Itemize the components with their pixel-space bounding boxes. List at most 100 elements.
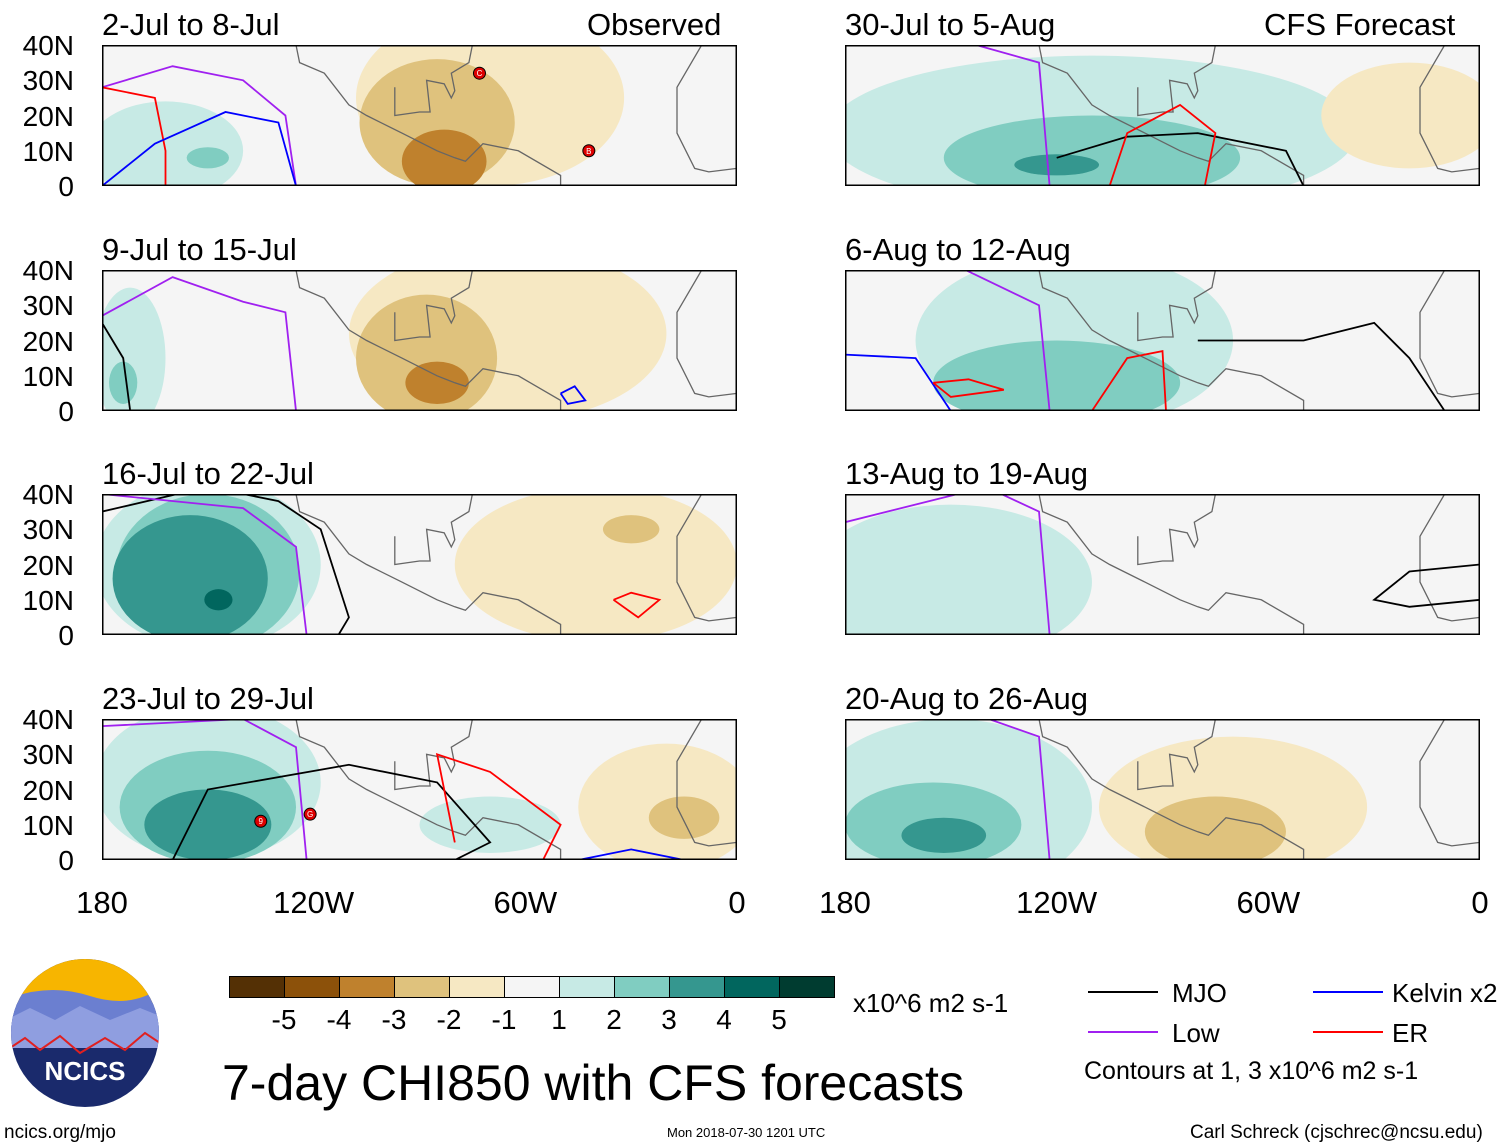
coastline bbox=[1038, 719, 1305, 860]
anomaly-shading bbox=[845, 504, 1092, 635]
anomaly-shading bbox=[901, 817, 987, 853]
coastline bbox=[1137, 494, 1217, 566]
lat-tick: 0 bbox=[58, 845, 74, 876]
lat-tick: 0 bbox=[58, 620, 74, 651]
forecast-header: CFS Forecast bbox=[1264, 7, 1456, 42]
coastline bbox=[394, 719, 474, 791]
coastline bbox=[676, 270, 737, 398]
coastline bbox=[394, 45, 474, 117]
anomaly-shading bbox=[602, 515, 660, 544]
anomaly-shading bbox=[1014, 154, 1099, 176]
storm-label: B bbox=[586, 147, 591, 156]
wave-contour bbox=[612, 591, 662, 619]
wave-contour bbox=[102, 494, 308, 635]
coastline bbox=[394, 270, 474, 342]
anomaly-shading bbox=[419, 796, 561, 853]
storm-marker: G bbox=[303, 807, 317, 821]
map-panel bbox=[845, 719, 1480, 860]
wave-contour bbox=[1091, 350, 1167, 411]
colorbar-label: 3 bbox=[661, 1004, 677, 1035]
lat-tick: 30N bbox=[22, 290, 74, 322]
wave-contour bbox=[578, 848, 685, 860]
lat-tick: 20N bbox=[22, 325, 74, 357]
wave-contour bbox=[1108, 103, 1217, 186]
colorbar-swatch bbox=[559, 976, 615, 998]
wave-contour bbox=[102, 494, 350, 635]
map-panel: 9G bbox=[102, 719, 737, 860]
wave-contour bbox=[1372, 563, 1480, 608]
lat-tick: 40N bbox=[22, 479, 74, 510]
wave-contour bbox=[845, 719, 1051, 860]
colorbar-label: 5 bbox=[771, 1004, 787, 1035]
wave-contour bbox=[102, 276, 297, 411]
coastline bbox=[1137, 719, 1217, 791]
lat-tick: 10N bbox=[22, 809, 74, 841]
panel-title: 9-Jul to 15-Jul bbox=[102, 232, 297, 267]
anomaly-shading bbox=[144, 789, 272, 860]
colorbar-label: -5 bbox=[271, 1004, 297, 1035]
lat-tick: 40N bbox=[22, 704, 74, 735]
wave-contour bbox=[845, 45, 1051, 186]
colorbar-label: 1 bbox=[551, 1004, 567, 1035]
anomaly-shading bbox=[186, 147, 229, 169]
footer-timestamp: Mon 2018-07-30 1201 UTC bbox=[667, 1125, 826, 1140]
wave-contour bbox=[102, 322, 132, 411]
lat-tick: 20N bbox=[22, 100, 74, 132]
lat-tick: 30N bbox=[22, 514, 74, 546]
legend-er: ER bbox=[1392, 1018, 1429, 1048]
wave-contour bbox=[932, 378, 1005, 398]
wave-contour bbox=[845, 353, 952, 411]
lon-tick: 180 bbox=[819, 885, 871, 920]
map-panel bbox=[102, 494, 737, 635]
observed-header: Observed bbox=[587, 7, 722, 42]
storm-label: G bbox=[307, 810, 313, 819]
coastline bbox=[1419, 719, 1480, 847]
lon-tick: 180 bbox=[76, 885, 128, 920]
coastline bbox=[1038, 270, 1305, 411]
wave-contour bbox=[171, 763, 492, 860]
anomaly-shading bbox=[1321, 62, 1480, 169]
wave-contour bbox=[102, 86, 167, 186]
lat-tick: 30N bbox=[22, 65, 74, 97]
footer-url[interactable]: ncics.org/mjo bbox=[4, 1122, 116, 1143]
colorbar-swatch bbox=[669, 976, 725, 998]
colorbar-label: -4 bbox=[326, 1004, 352, 1035]
lat-tick: 20N bbox=[22, 549, 74, 581]
colorbar-swatch bbox=[504, 976, 560, 998]
wave-contour bbox=[102, 111, 297, 186]
figure-title: 7-day CHI850 with CFS forecasts bbox=[222, 1055, 964, 1111]
lat-tick: 10N bbox=[22, 135, 74, 167]
lon-tick: 120W bbox=[1016, 885, 1098, 920]
coastline bbox=[1137, 270, 1217, 342]
anomaly-shading bbox=[648, 796, 720, 839]
anomaly-shading bbox=[109, 361, 138, 404]
panel-title: 6-Aug to 12-Aug bbox=[845, 232, 1071, 267]
colorbar-swatch bbox=[284, 976, 340, 998]
coastline bbox=[295, 719, 562, 860]
wave-contour bbox=[102, 719, 308, 860]
lat-tick: 30N bbox=[22, 739, 74, 771]
colorbar-units: x10^6 m2 s-1 bbox=[853, 988, 1009, 1018]
lat-tick: 10N bbox=[22, 584, 74, 616]
storm-label: C bbox=[477, 69, 483, 78]
wave-contour bbox=[845, 270, 1051, 411]
colorbar-swatch bbox=[229, 976, 285, 998]
lon-tick: 0 bbox=[728, 885, 746, 920]
anomaly-shading bbox=[204, 589, 233, 611]
lon-tick: 60W bbox=[493, 885, 558, 920]
lon-tick: 120W bbox=[273, 885, 355, 920]
storm-marker: C bbox=[472, 66, 486, 80]
map-panel bbox=[102, 270, 737, 411]
wave-contour bbox=[559, 385, 587, 405]
coastline bbox=[676, 719, 737, 847]
coastline bbox=[295, 270, 562, 411]
panel-title: 2-Jul to 8-Jul bbox=[102, 7, 280, 42]
legend-mjo: MJO bbox=[1172, 978, 1227, 1008]
anomaly-shading bbox=[405, 361, 469, 404]
legend-low: Low bbox=[1172, 1018, 1220, 1048]
colorbar-swatch bbox=[449, 976, 505, 998]
map-panel bbox=[845, 270, 1480, 411]
panel-title: 23-Jul to 29-Jul bbox=[102, 681, 314, 716]
lat-tick: 40N bbox=[22, 30, 74, 61]
colorbar-swatch bbox=[394, 976, 450, 998]
